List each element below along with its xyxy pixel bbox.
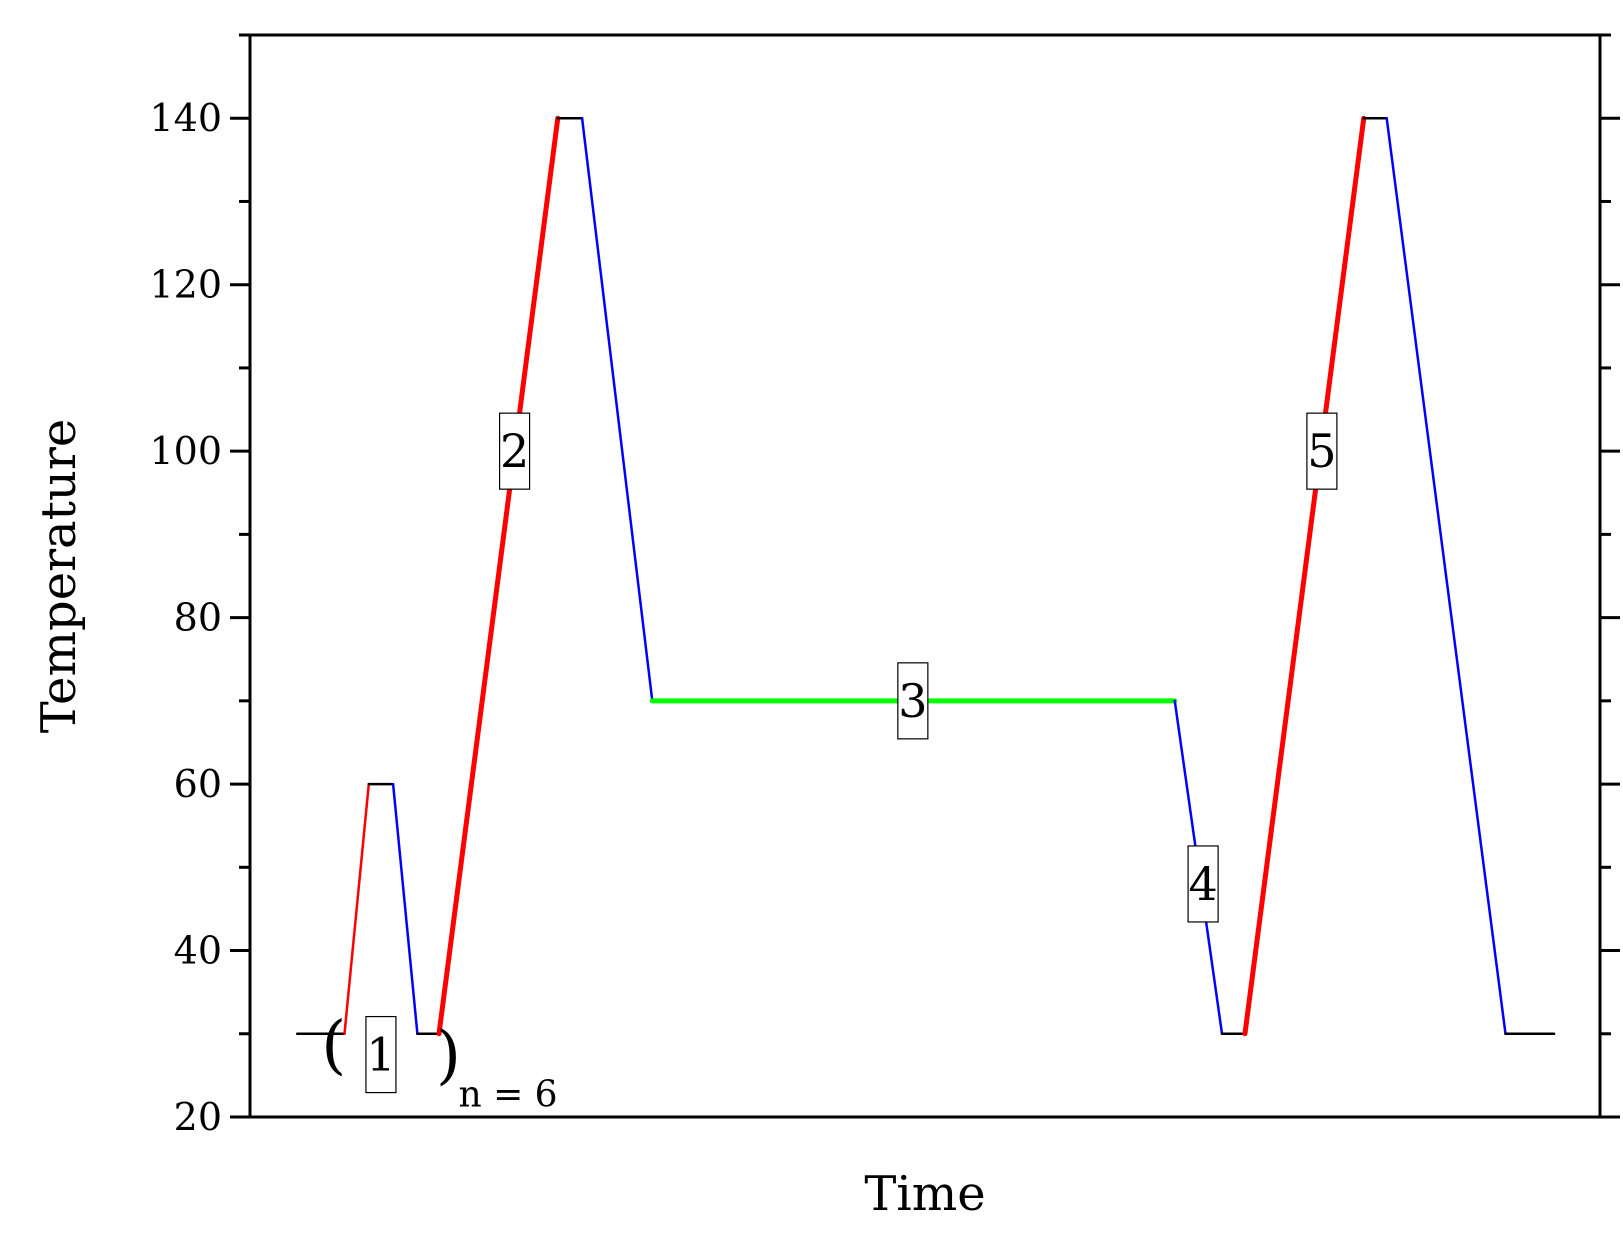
y-axis-ticks: [230, 33, 1620, 1119]
y-axis-label: Temperature: [31, 419, 87, 733]
y-tick-label: 140: [149, 96, 222, 140]
segment-heating: [436, 115, 561, 1037]
y-tick-label: 120: [149, 263, 222, 307]
temperature-program-line: [296, 115, 1556, 1037]
step-label-3: 3: [897, 662, 929, 740]
segment-cooling: [391, 782, 419, 1036]
step-labels: 1 2 3 4 5: [365, 412, 1338, 1094]
x-axis-label: Time: [864, 1166, 985, 1222]
step-label-box: [1187, 845, 1219, 923]
step-label-text: 4: [1188, 857, 1217, 911]
step-label-4: 4: [1187, 845, 1219, 923]
step-label-box: [1306, 412, 1338, 490]
segment-heating: [343, 782, 371, 1036]
y-tick-label: 20: [174, 1095, 222, 1139]
step-label-2: 2: [499, 412, 531, 490]
step-label-box: [897, 662, 929, 740]
step-label-text: 3: [898, 674, 927, 728]
y-tick-label: 60: [174, 762, 222, 806]
step-label-box: [365, 1015, 397, 1094]
segment-cooling: [580, 116, 654, 703]
segment-cooling: [1385, 116, 1507, 1036]
repeat-open-paren: (: [321, 1009, 346, 1083]
y-tick-label: 100: [149, 429, 222, 473]
step-label-box: [499, 412, 531, 490]
step-label-text: 5: [1307, 424, 1336, 478]
step-label-1: 1: [365, 1015, 397, 1094]
y-tick-label: 40: [174, 929, 222, 973]
step-label-text: 2: [500, 424, 529, 478]
repeat-count-label: n = 6: [458, 1075, 557, 1116]
y-axis-tick-labels: 20 40 60 80 100 120 140: [149, 96, 222, 1139]
step-label-text: 1: [366, 1028, 395, 1082]
segment-heating: [1242, 115, 1367, 1037]
repeat-close-paren: ): [436, 1019, 461, 1093]
plot-frame: [248, 33, 1602, 1119]
repeat-annotation: ( ) n = 6: [321, 1009, 557, 1116]
y-tick-label: 80: [174, 596, 222, 640]
step-label-5: 5: [1306, 412, 1338, 490]
